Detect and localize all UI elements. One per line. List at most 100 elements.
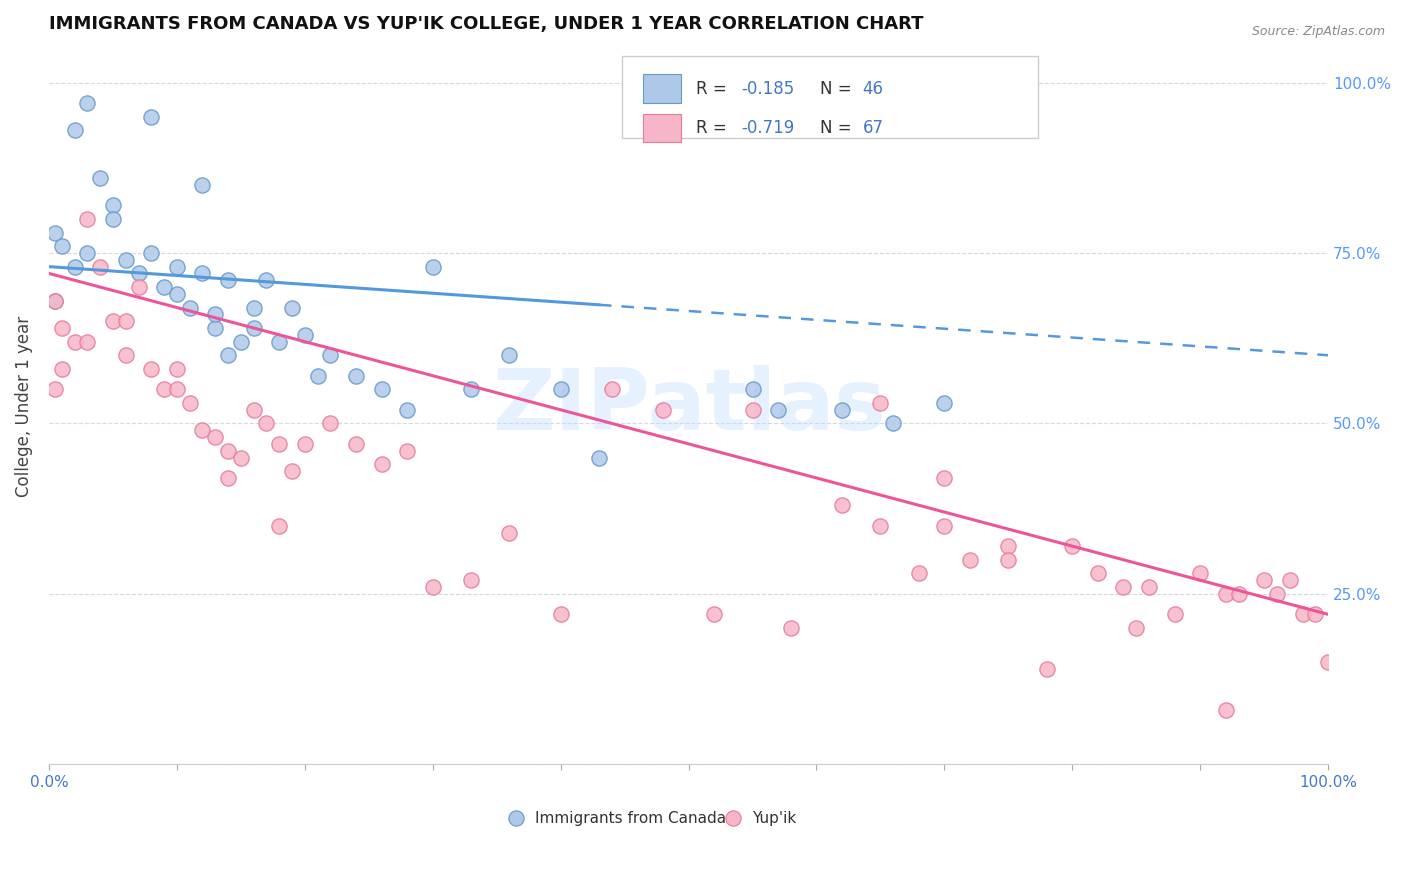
Point xyxy=(344,368,367,383)
Point xyxy=(254,273,277,287)
Point xyxy=(396,443,419,458)
Point xyxy=(319,348,342,362)
Point xyxy=(460,573,482,587)
Point xyxy=(831,402,853,417)
Point xyxy=(44,293,66,308)
FancyBboxPatch shape xyxy=(621,55,1038,138)
Text: 67: 67 xyxy=(862,119,883,137)
Text: ZIPatlas: ZIPatlas xyxy=(492,365,886,448)
Point xyxy=(114,314,136,328)
Point xyxy=(319,417,342,431)
Text: Yup'ik: Yup'ik xyxy=(752,811,797,825)
Point xyxy=(63,334,86,349)
Point xyxy=(1125,621,1147,635)
Point xyxy=(294,437,316,451)
Point xyxy=(141,362,163,376)
Point xyxy=(153,382,176,396)
Point xyxy=(101,211,124,226)
Point xyxy=(269,334,291,349)
Point xyxy=(51,362,73,376)
Point xyxy=(63,260,86,274)
Point xyxy=(128,280,150,294)
Point xyxy=(934,471,956,485)
Point xyxy=(229,334,252,349)
Point xyxy=(217,471,239,485)
Point xyxy=(766,402,789,417)
Point xyxy=(44,226,66,240)
Point xyxy=(63,123,86,137)
Point xyxy=(179,396,201,410)
Point xyxy=(307,368,329,383)
Text: -0.719: -0.719 xyxy=(741,119,794,137)
Point xyxy=(179,301,201,315)
Point xyxy=(242,301,264,315)
Point xyxy=(1087,566,1109,581)
Point xyxy=(204,321,226,335)
Point xyxy=(204,307,226,321)
Text: N =: N = xyxy=(820,79,858,97)
Point xyxy=(1035,662,1057,676)
Bar xyxy=(643,114,681,143)
Text: R =: R = xyxy=(696,79,733,97)
Point xyxy=(600,382,623,396)
Point xyxy=(422,580,444,594)
Point xyxy=(344,437,367,451)
Point xyxy=(1227,587,1250,601)
Point xyxy=(882,417,904,431)
Point xyxy=(76,246,98,260)
Point xyxy=(1137,580,1160,594)
Point xyxy=(51,239,73,253)
Point xyxy=(422,260,444,274)
Point xyxy=(652,402,675,417)
Point xyxy=(1317,655,1340,669)
Text: Source: ZipAtlas.com: Source: ZipAtlas.com xyxy=(1251,25,1385,38)
Text: Immigrants from Canada: Immigrants from Canada xyxy=(536,811,725,825)
Point xyxy=(498,525,520,540)
Point xyxy=(114,348,136,362)
Point xyxy=(934,518,956,533)
Point xyxy=(76,334,98,349)
Point xyxy=(550,382,572,396)
Point xyxy=(281,301,304,315)
Point xyxy=(269,437,291,451)
Point xyxy=(76,95,98,110)
Point xyxy=(780,621,803,635)
Point xyxy=(934,396,956,410)
Point xyxy=(1163,607,1185,622)
Point xyxy=(1305,607,1327,622)
Text: R =: R = xyxy=(696,119,733,137)
Point xyxy=(269,518,291,533)
Point xyxy=(1265,587,1288,601)
Point xyxy=(370,458,392,472)
Point xyxy=(1278,573,1301,587)
Text: N =: N = xyxy=(820,119,858,137)
Text: 46: 46 xyxy=(862,79,883,97)
Point xyxy=(1062,539,1084,553)
Point xyxy=(550,607,572,622)
Point xyxy=(959,553,981,567)
Point xyxy=(997,553,1019,567)
Point xyxy=(89,171,111,186)
Point xyxy=(217,443,239,458)
Point xyxy=(204,430,226,444)
Point xyxy=(44,293,66,308)
Point xyxy=(101,314,124,328)
Text: IMMIGRANTS FROM CANADA VS YUP'IK COLLEGE, UNDER 1 YEAR CORRELATION CHART: IMMIGRANTS FROM CANADA VS YUP'IK COLLEGE… xyxy=(49,15,924,33)
Point xyxy=(76,211,98,226)
Point xyxy=(166,362,188,376)
Point xyxy=(294,327,316,342)
Point xyxy=(141,110,163,124)
Point xyxy=(254,417,277,431)
Point xyxy=(370,382,392,396)
Point xyxy=(1253,573,1275,587)
Point xyxy=(1215,587,1237,601)
Point xyxy=(869,518,891,533)
Point xyxy=(1189,566,1212,581)
Point xyxy=(229,450,252,465)
Point xyxy=(166,260,188,274)
Point xyxy=(191,423,214,437)
Point xyxy=(460,382,482,396)
Text: -0.185: -0.185 xyxy=(741,79,794,97)
Point xyxy=(141,246,163,260)
Point xyxy=(703,607,725,622)
